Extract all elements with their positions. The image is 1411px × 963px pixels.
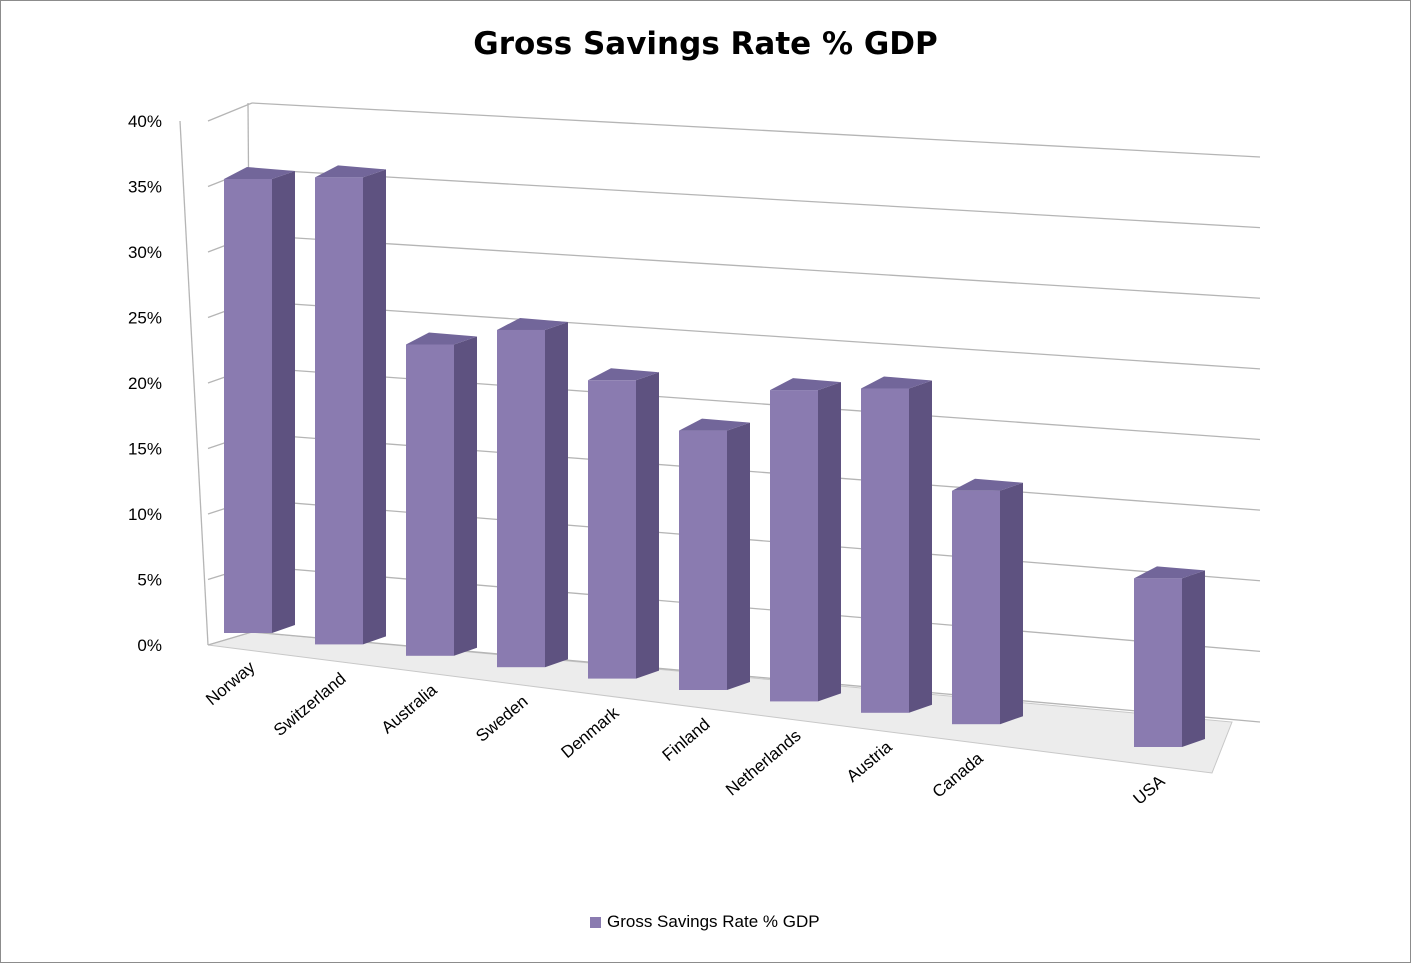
bar-side (909, 380, 932, 713)
bar-top (770, 378, 841, 391)
category-label: Norway (202, 657, 259, 709)
bar-side (818, 382, 841, 702)
bar-side (1000, 482, 1023, 725)
bar (679, 430, 727, 690)
gridline (251, 234, 1261, 299)
legend-swatch (590, 916, 601, 928)
y-tick-label: 35% (128, 178, 162, 197)
gridline (251, 168, 1261, 229)
bar-side (636, 372, 659, 679)
bar (315, 177, 363, 645)
y-tick-label: 40% (128, 112, 162, 131)
y-tick-label: 30% (128, 243, 162, 262)
category-label: USA (1130, 771, 1169, 808)
bar (406, 344, 454, 656)
category-label: Sweden (472, 692, 531, 746)
gridline (251, 499, 1261, 582)
legend-label: Gross Savings Rate % GDP (607, 912, 820, 931)
bar-top (497, 317, 568, 330)
bar (224, 179, 272, 633)
side-gridline (207, 102, 253, 122)
category-label: Denmark (558, 703, 623, 762)
bar (1134, 578, 1182, 747)
gridline (251, 300, 1261, 370)
axis-line (179, 120, 209, 646)
category-label: Canada (929, 748, 987, 801)
y-tick-label: 0% (137, 636, 162, 655)
bar (952, 490, 1000, 725)
gridline (251, 432, 1261, 511)
y-tick-label: 15% (128, 440, 162, 459)
bar (497, 329, 545, 668)
y-tick-label: 25% (128, 309, 162, 328)
y-tick-label: 10% (128, 505, 162, 524)
category-label: Australia (378, 680, 441, 737)
bar-side (272, 171, 295, 633)
bar-top (315, 165, 386, 178)
y-tick-label: 20% (128, 374, 162, 393)
bar-top (224, 167, 295, 179)
category-label: Netherlands (722, 726, 804, 799)
side-gridline (207, 631, 253, 646)
bar-side (454, 336, 477, 656)
legend: Gross Savings Rate % GDP (590, 912, 820, 932)
category-label: Switzerland (270, 669, 350, 740)
bar-top (588, 368, 659, 381)
bar-side (363, 169, 386, 645)
bar (861, 388, 909, 713)
chart-title: Gross Savings Rate % GDP (473, 26, 938, 62)
bar-side (545, 321, 568, 668)
category-label: Finland (659, 715, 714, 765)
bar-side (1182, 570, 1205, 747)
bar-top (679, 418, 750, 431)
bar-top (406, 332, 477, 345)
bar (770, 390, 818, 702)
bar-top (1134, 566, 1205, 579)
bar-top (952, 478, 1023, 491)
category-label: Austria (843, 737, 896, 786)
bar-side (727, 422, 750, 690)
bar-top (861, 376, 932, 389)
y-tick-label: 5% (137, 571, 162, 590)
gridline (251, 366, 1261, 441)
gridline (251, 102, 1261, 158)
bar (588, 380, 636, 679)
gridline (251, 565, 1261, 653)
